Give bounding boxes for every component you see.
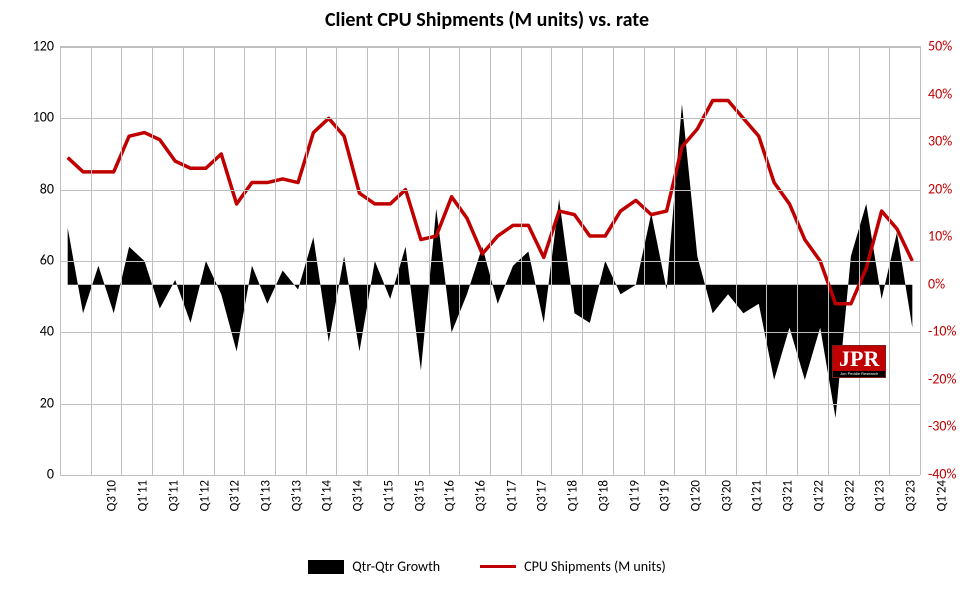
x-tick-label: Q1'13 <box>258 480 273 511</box>
x-tick-label: Q1'24 <box>934 480 949 511</box>
legend-swatch <box>308 560 344 574</box>
x-tick-label: Q3'11 <box>166 480 181 511</box>
y-right-tick-label: -10% <box>928 323 957 340</box>
watermark-badge: JPR Jon Peddie Research <box>832 345 886 378</box>
x-tick-label: Q3'10 <box>105 480 120 511</box>
legend-item-shipments: CPU Shipments (M units) <box>480 558 666 575</box>
y-right-tick-label: 30% <box>928 133 952 150</box>
x-tick-label: Q1'12 <box>197 480 212 511</box>
x-tick-label: Q1'17 <box>504 480 519 511</box>
y-left-tick-label: 0 <box>10 466 54 483</box>
x-tick-label: Q3'18 <box>596 480 611 511</box>
x-tick-label: Q3'21 <box>780 480 795 511</box>
legend-label: CPU Shipments (M units) <box>524 558 666 575</box>
y-left-tick-label: 20 <box>10 394 54 411</box>
x-tick-label: Q1'18 <box>565 480 580 511</box>
y-left-tick-label: 80 <box>10 180 54 197</box>
y-right-tick-label: 20% <box>928 180 952 197</box>
chart-title: Client CPU Shipments (M units) vs. rate <box>0 8 974 32</box>
x-tick-label: Q3'16 <box>473 480 488 511</box>
x-tick-label: Q1'11 <box>135 480 150 511</box>
y-right-tick-label: -30% <box>928 418 957 435</box>
y-right-tick-label: 40% <box>928 85 952 102</box>
legend-item-growth: Qtr-Qtr Growth <box>308 558 440 575</box>
x-tick-label: Q3'17 <box>535 480 550 511</box>
x-tick-label: Q3'13 <box>289 480 304 511</box>
x-tick-label: Q1'23 <box>873 480 888 511</box>
x-tick-label: Q3'15 <box>412 480 427 511</box>
x-tick-label: Q3'20 <box>719 480 734 511</box>
x-tick-label: Q3'12 <box>228 480 243 511</box>
plot-area <box>60 46 921 475</box>
x-tick-label: Q3'19 <box>658 480 673 511</box>
y-left-tick-label: 120 <box>10 38 54 55</box>
y-left-tick-label: 60 <box>10 252 54 269</box>
x-tick-label: Q3'14 <box>350 480 365 511</box>
legend-swatch <box>480 565 516 568</box>
watermark-text: JPR <box>839 346 879 371</box>
y-right-tick-label: 10% <box>928 228 952 245</box>
y-right-tick-label: 50% <box>928 38 952 55</box>
x-tick-label: Q1'20 <box>688 480 703 511</box>
x-tick-label: Q3'23 <box>903 480 918 511</box>
watermark-subtext: Jon Peddie Research <box>833 371 885 377</box>
x-tick-label: Q1'15 <box>381 480 396 511</box>
y-left-tick-label: 40 <box>10 323 54 340</box>
x-tick-label: Q3'22 <box>842 480 857 511</box>
x-tick-label: Q1'21 <box>750 480 765 511</box>
legend: Qtr-Qtr Growth CPU Shipments (M units) <box>0 558 974 575</box>
y-left-tick-label: 100 <box>10 109 54 126</box>
x-tick-label: Q1'14 <box>320 480 335 511</box>
y-right-tick-label: 0% <box>928 275 945 292</box>
chart-container: Client CPU Shipments (M units) vs. rate … <box>0 0 974 589</box>
x-tick-label: Q1'19 <box>627 480 642 511</box>
x-tick-label: Q1'16 <box>443 480 458 511</box>
legend-label: Qtr-Qtr Growth <box>352 558 440 575</box>
x-tick-label: Q1'22 <box>811 480 826 511</box>
y-right-tick-label: -20% <box>928 370 957 387</box>
